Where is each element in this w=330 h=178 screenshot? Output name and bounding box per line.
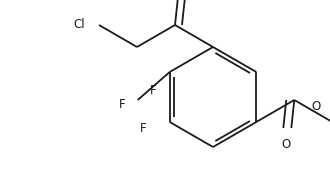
Text: O: O <box>312 100 321 112</box>
Text: O: O <box>282 138 291 151</box>
Text: F: F <box>150 83 156 96</box>
Text: F: F <box>139 122 146 135</box>
Text: F: F <box>119 98 126 111</box>
Text: Cl: Cl <box>73 19 85 32</box>
